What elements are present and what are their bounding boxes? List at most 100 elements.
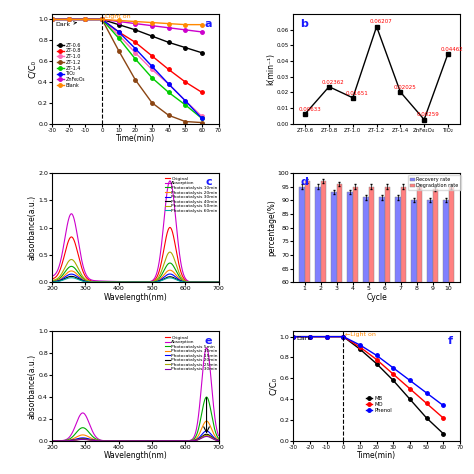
MB (391, 378, 396, 383)
MB (307, 334, 313, 339)
Photocatalysis 25min (129, 438, 135, 444)
Text: b: b (300, 18, 308, 28)
Bar (427, 200, 433, 447)
ZnFe₂O₄ (199, 29, 205, 35)
Photocatalysis 25min (212, 437, 218, 442)
Original (186, 438, 191, 444)
Photocatalysis 20min (139, 279, 145, 285)
ZT-0.6 (149, 33, 155, 39)
Photocatalysis 50min (129, 279, 135, 285)
Phenol (324, 334, 329, 339)
Photocatalysis 40min (186, 279, 191, 285)
Text: 0.00259: 0.00259 (417, 112, 440, 118)
Photocatalysis 10min (186, 279, 191, 285)
ZT-1.0 (82, 17, 88, 22)
ZT-0.8 (182, 79, 188, 85)
Original (49, 438, 55, 444)
Photocatalysis 60min (186, 279, 191, 285)
Text: f: f (448, 336, 453, 346)
Photocatalysis 5min (129, 438, 135, 444)
Line: Photocatalysis 60min: Photocatalysis 60min (52, 278, 219, 282)
Text: Dark: Dark (297, 336, 312, 341)
Line: Photocatalysis 5min: Photocatalysis 5min (52, 397, 219, 441)
Photocatalysis 10min (204, 418, 210, 424)
Phenol (391, 365, 396, 371)
Blank (166, 21, 172, 27)
Bar (401, 186, 406, 447)
Blank (149, 20, 155, 26)
Blank (133, 18, 138, 24)
Text: ←Light on: ←Light on (345, 332, 376, 337)
Photocatalysis 10min (148, 438, 154, 444)
ZT-1.2 (149, 100, 155, 106)
Line: TiO₂: TiO₂ (50, 18, 204, 120)
Photocatalysis 10min (216, 279, 221, 285)
Absorption (204, 345, 210, 351)
Photocatalysis 20min (216, 279, 221, 285)
ZT-1.0 (116, 32, 121, 38)
ZnFe₂O₄ (82, 17, 88, 22)
Photocatalysis 40min (49, 279, 55, 285)
Photocatalysis 25min (204, 432, 210, 438)
Photocatalysis 15min (150, 438, 156, 444)
Original (139, 438, 145, 444)
Photocatalysis 10min (139, 438, 145, 444)
MB (424, 415, 429, 421)
Phenol (291, 334, 296, 339)
Photocatalysis 10min (212, 279, 218, 285)
ZT-1.4 (49, 17, 55, 22)
Line: Original: Original (52, 435, 219, 441)
Photocatalysis 25min (49, 438, 55, 444)
Line: Photocatalysis 10min: Photocatalysis 10min (52, 421, 219, 441)
Line: MO: MO (292, 335, 445, 419)
Photocatalysis 20min (186, 438, 191, 444)
Phenol (440, 402, 446, 408)
Blank (99, 17, 105, 22)
Photocatalysis 20min (216, 438, 221, 443)
MO (374, 357, 379, 363)
Text: 0.01651: 0.01651 (346, 91, 368, 96)
ZT-0.6 (99, 17, 105, 22)
Line: Photocatalysis 30min: Photocatalysis 30min (52, 274, 219, 282)
ZT-1.2 (116, 48, 121, 54)
Original (128, 438, 134, 444)
ZT-1.4 (166, 90, 172, 95)
Absorption (186, 279, 191, 284)
TiO₂ (99, 17, 105, 22)
Photocatalysis 20min (212, 437, 218, 442)
MB (291, 334, 296, 339)
Bar (433, 189, 438, 447)
Original (204, 432, 210, 438)
Absorption (148, 278, 154, 284)
X-axis label: Time(min): Time(min) (357, 451, 396, 460)
ZT-1.0 (182, 98, 188, 103)
Bar (443, 200, 448, 447)
ZT-1.0 (199, 113, 205, 119)
MO (391, 371, 396, 377)
Photocatalysis 25min (150, 438, 156, 444)
ZT-0.6 (182, 45, 188, 50)
ZT-1.2 (99, 17, 105, 22)
Line: Photocatalysis 10min: Photocatalysis 10min (52, 263, 219, 282)
Bar (363, 198, 369, 447)
Photocatalysis 30min (204, 434, 210, 439)
Photocatalysis 20min (129, 279, 135, 285)
ZT-1.0 (166, 81, 172, 87)
ZT-1.2 (82, 17, 88, 22)
TiO₂ (182, 98, 188, 103)
Bar (395, 198, 401, 447)
Original (186, 279, 191, 284)
Photocatalysis 50min (167, 249, 173, 255)
Line: ZT-1.2: ZT-1.2 (50, 18, 204, 124)
Photocatalysis 15min (139, 438, 145, 444)
Line: Original: Original (52, 228, 219, 282)
Absorption (167, 178, 173, 184)
ZT-1.4 (149, 75, 155, 81)
Photocatalysis 10min (216, 437, 221, 443)
Bar (353, 186, 358, 447)
MB (374, 361, 379, 366)
Line: Photocatalysis 20min: Photocatalysis 20min (52, 434, 219, 441)
Photocatalysis 20min (148, 438, 154, 444)
Photocatalysis 20min (150, 438, 156, 444)
X-axis label: Wavelength(nm): Wavelength(nm) (103, 451, 167, 460)
